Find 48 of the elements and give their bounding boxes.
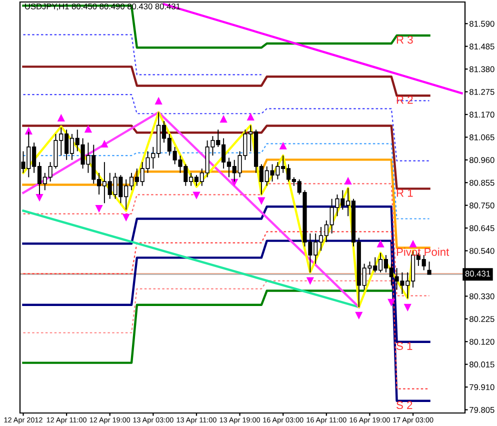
annotation: R 1 <box>396 189 413 197</box>
annotation: S 2 <box>396 401 412 410</box>
y-tick-label: 80.855 <box>470 180 494 186</box>
point <box>344 176 352 184</box>
y-tick-label: 80.015 <box>470 362 494 368</box>
point <box>84 124 92 133</box>
point <box>279 142 287 150</box>
line-series <box>22 158 430 249</box>
point <box>355 312 363 320</box>
y-tick-label: 80.225 <box>470 316 494 322</box>
line-series <box>22 4 430 49</box>
point <box>220 115 228 123</box>
point <box>404 304 412 312</box>
point <box>154 96 162 104</box>
y-tick-label: 81.065 <box>470 134 494 140</box>
y-tick-label: 80.960 <box>470 157 494 164</box>
y-tick-label: 80.540 <box>470 248 494 254</box>
point <box>100 140 108 148</box>
point <box>306 277 314 285</box>
annotation: R 3 <box>396 36 413 44</box>
point <box>246 112 254 120</box>
point <box>376 240 384 248</box>
y-tick-label: 81.485 <box>470 44 494 50</box>
annotation: S 1 <box>396 342 412 350</box>
y-tick-label: 81.590 <box>470 20 494 27</box>
point <box>24 126 32 135</box>
y-tick-label: 80.120 <box>470 338 494 345</box>
point <box>388 298 396 306</box>
y-tick-label: 80.330 <box>470 293 494 300</box>
y-tick-label: 80.645 <box>470 225 494 232</box>
line-series <box>22 66 430 97</box>
y-tick-label: 81.170 <box>470 112 494 118</box>
point <box>122 214 130 222</box>
point <box>258 197 266 205</box>
candlestick <box>427 261 432 276</box>
point <box>192 192 200 200</box>
y-tick-label: 79.805 <box>470 406 494 413</box>
point <box>57 114 65 122</box>
point <box>36 194 44 202</box>
y-tick-label: 80.750 <box>470 202 494 208</box>
y-tick-label: 81.380 <box>470 66 494 72</box>
point <box>95 204 103 213</box>
y-tick-label: 79.910 <box>470 384 494 390</box>
line-series <box>22 143 430 220</box>
line-series <box>22 94 430 162</box>
ref-line-label: 80.431 <box>465 270 490 277</box>
point <box>409 240 417 248</box>
y-tick-label: 81.275 <box>470 88 494 95</box>
